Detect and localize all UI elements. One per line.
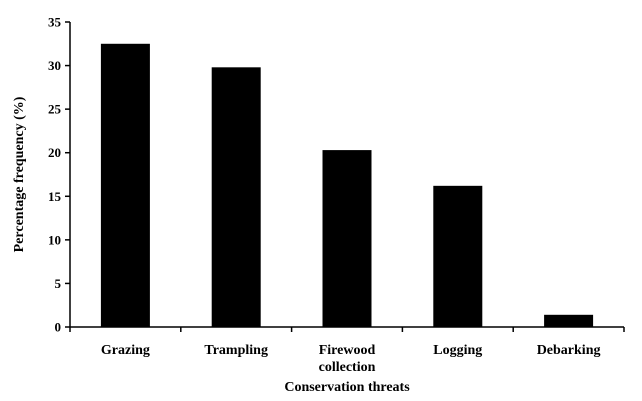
y-tick-label: 0: [55, 320, 62, 335]
y-tick-label: 10: [48, 232, 61, 247]
bar: [544, 314, 594, 327]
bar: [322, 150, 372, 327]
bar: [433, 185, 483, 327]
category-label: Grazing: [101, 343, 150, 358]
x-axis-title: Conservation threats: [284, 380, 410, 395]
y-tick-label: 25: [48, 102, 62, 117]
category-label: Logging: [433, 343, 482, 358]
y-tick-label: 20: [48, 145, 61, 160]
category-label: Firewood collection: [319, 343, 376, 375]
bars: [100, 43, 594, 328]
category-label: Debarking: [537, 343, 601, 358]
x-axis-ticks: [69, 327, 625, 332]
y-tick-label: 30: [48, 58, 61, 73]
category-labels: Grazing Trampling Firewood collection Loggin…: [101, 343, 601, 375]
y-axis-ticks: 0 5 10 15 20 25 30 35: [48, 15, 70, 335]
y-tick-label: 15: [48, 189, 62, 204]
y-tick-label: 5: [55, 276, 62, 291]
y-axis-title: Percentage frequency (%): [12, 96, 27, 252]
y-tick-label: 35: [48, 15, 62, 30]
category-label: Trampling: [204, 343, 268, 358]
bar: [100, 43, 150, 328]
bar: [211, 67, 261, 328]
